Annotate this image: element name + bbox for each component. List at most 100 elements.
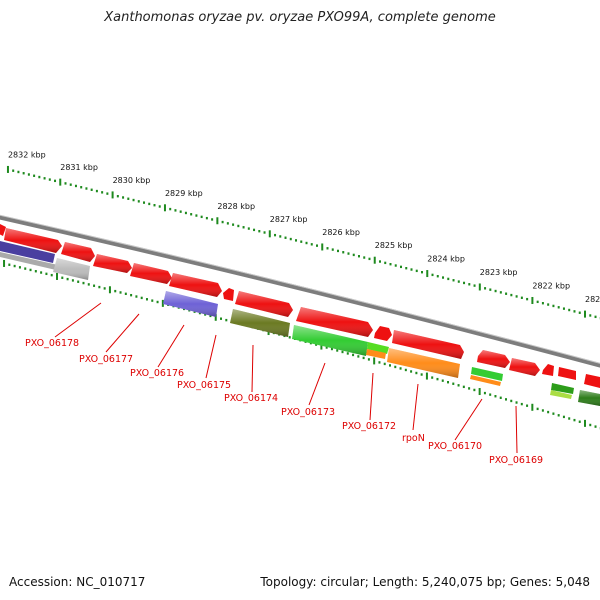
gene-arrow-10[interactable] [374,326,392,341]
minor-tick [578,420,581,423]
minor-tick [431,376,434,379]
gene-arrow-16[interactable] [584,374,600,388]
minor-tick [169,207,172,211]
gene-bar-lime-1[interactable] [367,342,389,354]
accession-text: Accession: NC_010717 [9,575,146,589]
minor-tick [305,241,308,245]
major-tick [216,217,219,225]
minor-tick [357,355,360,358]
gene-arrow-15[interactable] [558,367,576,380]
minor-tick [394,264,397,267]
minor-tick [573,418,576,422]
gene-arrow-14[interactable] [542,364,554,376]
genome-backbone-highlight [0,214,600,364]
gene-bar-gray-1[interactable] [0,252,58,270]
scale-label-2832: 2832 kbp [8,150,46,159]
minor-tick [64,182,67,185]
minor-tick [336,249,339,253]
minor-tick [221,220,224,224]
minor-tick [447,277,450,281]
minor-tick [211,218,214,221]
gene-label-pxo-06170[interactable]: PXO_06170 [428,441,482,452]
scale-label-2825: 2825 kbp [375,241,413,250]
minor-tick [220,317,223,320]
major-tick [426,270,429,278]
minor-tick [536,300,539,304]
gene-bar-lime-2[interactable] [550,390,572,399]
minor-tick [284,236,287,239]
minor-tick [98,285,101,289]
gene-bar-orange-1[interactable] [366,349,386,359]
minor-tick [71,279,74,282]
minor-tick [106,192,109,195]
minor-tick [510,399,513,403]
minor-tick [174,209,177,212]
minor-tick [74,184,77,188]
minor-tick [137,200,140,203]
minor-tick [127,197,130,200]
minor-tick [494,289,497,293]
gene-label-pxo-06169[interactable]: PXO_06169 [489,455,543,466]
minor-tick [526,404,529,407]
minor-tick [436,275,439,278]
minor-tick [499,291,502,294]
map-title: Xanthomonas oryzae pv. oryzae PXO99A, co… [104,10,496,25]
minor-tick [114,289,117,293]
minor-tick [17,170,20,174]
gene-bar-orange-3[interactable] [470,375,501,386]
minor-tick [421,271,424,274]
minor-tick [389,364,392,367]
minor-tick [578,311,581,314]
minor-tick [69,183,72,186]
major-tick [583,419,586,427]
minor-tick [200,215,203,219]
gene-label-rpon[interactable]: rpoN [402,433,425,444]
minor-tick [442,276,445,279]
minor-tick [258,229,261,233]
minor-tick [143,201,146,204]
minor-tick [389,262,392,266]
gene-bar-green-3[interactable] [551,383,574,394]
minor-tick [562,307,565,310]
minor-tick [279,235,282,238]
major-tick [59,178,62,186]
gene-bar-blue-1[interactable] [0,241,55,263]
minor-tick [431,273,434,277]
gene-label-pxo-06174[interactable]: PXO_06174 [224,393,278,404]
minor-tick [232,223,235,226]
minor-tick [399,367,402,370]
minor-tick [515,401,518,404]
genome-backbone [0,214,600,368]
major-tick [111,191,114,199]
minor-tick [452,382,455,385]
minor-tick [87,283,90,286]
minor-tick [384,261,387,265]
minor-tick [325,346,328,349]
major-tick [425,372,428,380]
minor-tick [484,287,487,290]
scale-label-2830: 2830 kbp [113,176,151,185]
minor-tick [378,260,381,263]
major-tick [320,342,323,350]
gene-label-pxo-06175[interactable]: PXO_06175 [177,380,231,391]
minor-tick [80,186,83,189]
major-tick [478,388,481,396]
major-tick [163,204,166,212]
minor-tick [90,188,93,191]
minor-tick [295,239,298,242]
scale-label-2831: 2831 kbp [60,163,98,172]
gene-label-pxo-06173[interactable]: PXO_06173 [281,407,335,418]
inner-scale-ring [3,259,600,430]
scale-label-2824: 2824 kbp [427,255,465,264]
minor-tick [54,179,57,183]
gene-label-pxo-06177[interactable]: PXO_06177 [79,354,133,365]
gene-arrow-1[interactable] [0,223,6,236]
major-tick [478,283,481,291]
gene-bar-green-2[interactable] [471,367,503,381]
gene-label-pxo-06176[interactable]: PXO_06176 [130,368,184,379]
gene-label-pxo-06178[interactable]: PXO_06178 [25,338,79,349]
minor-tick [103,287,106,290]
major-tick [6,165,9,173]
gene-arrow-7[interactable] [223,288,234,301]
gene-label-pxo-06172[interactable]: PXO_06172 [342,421,396,432]
